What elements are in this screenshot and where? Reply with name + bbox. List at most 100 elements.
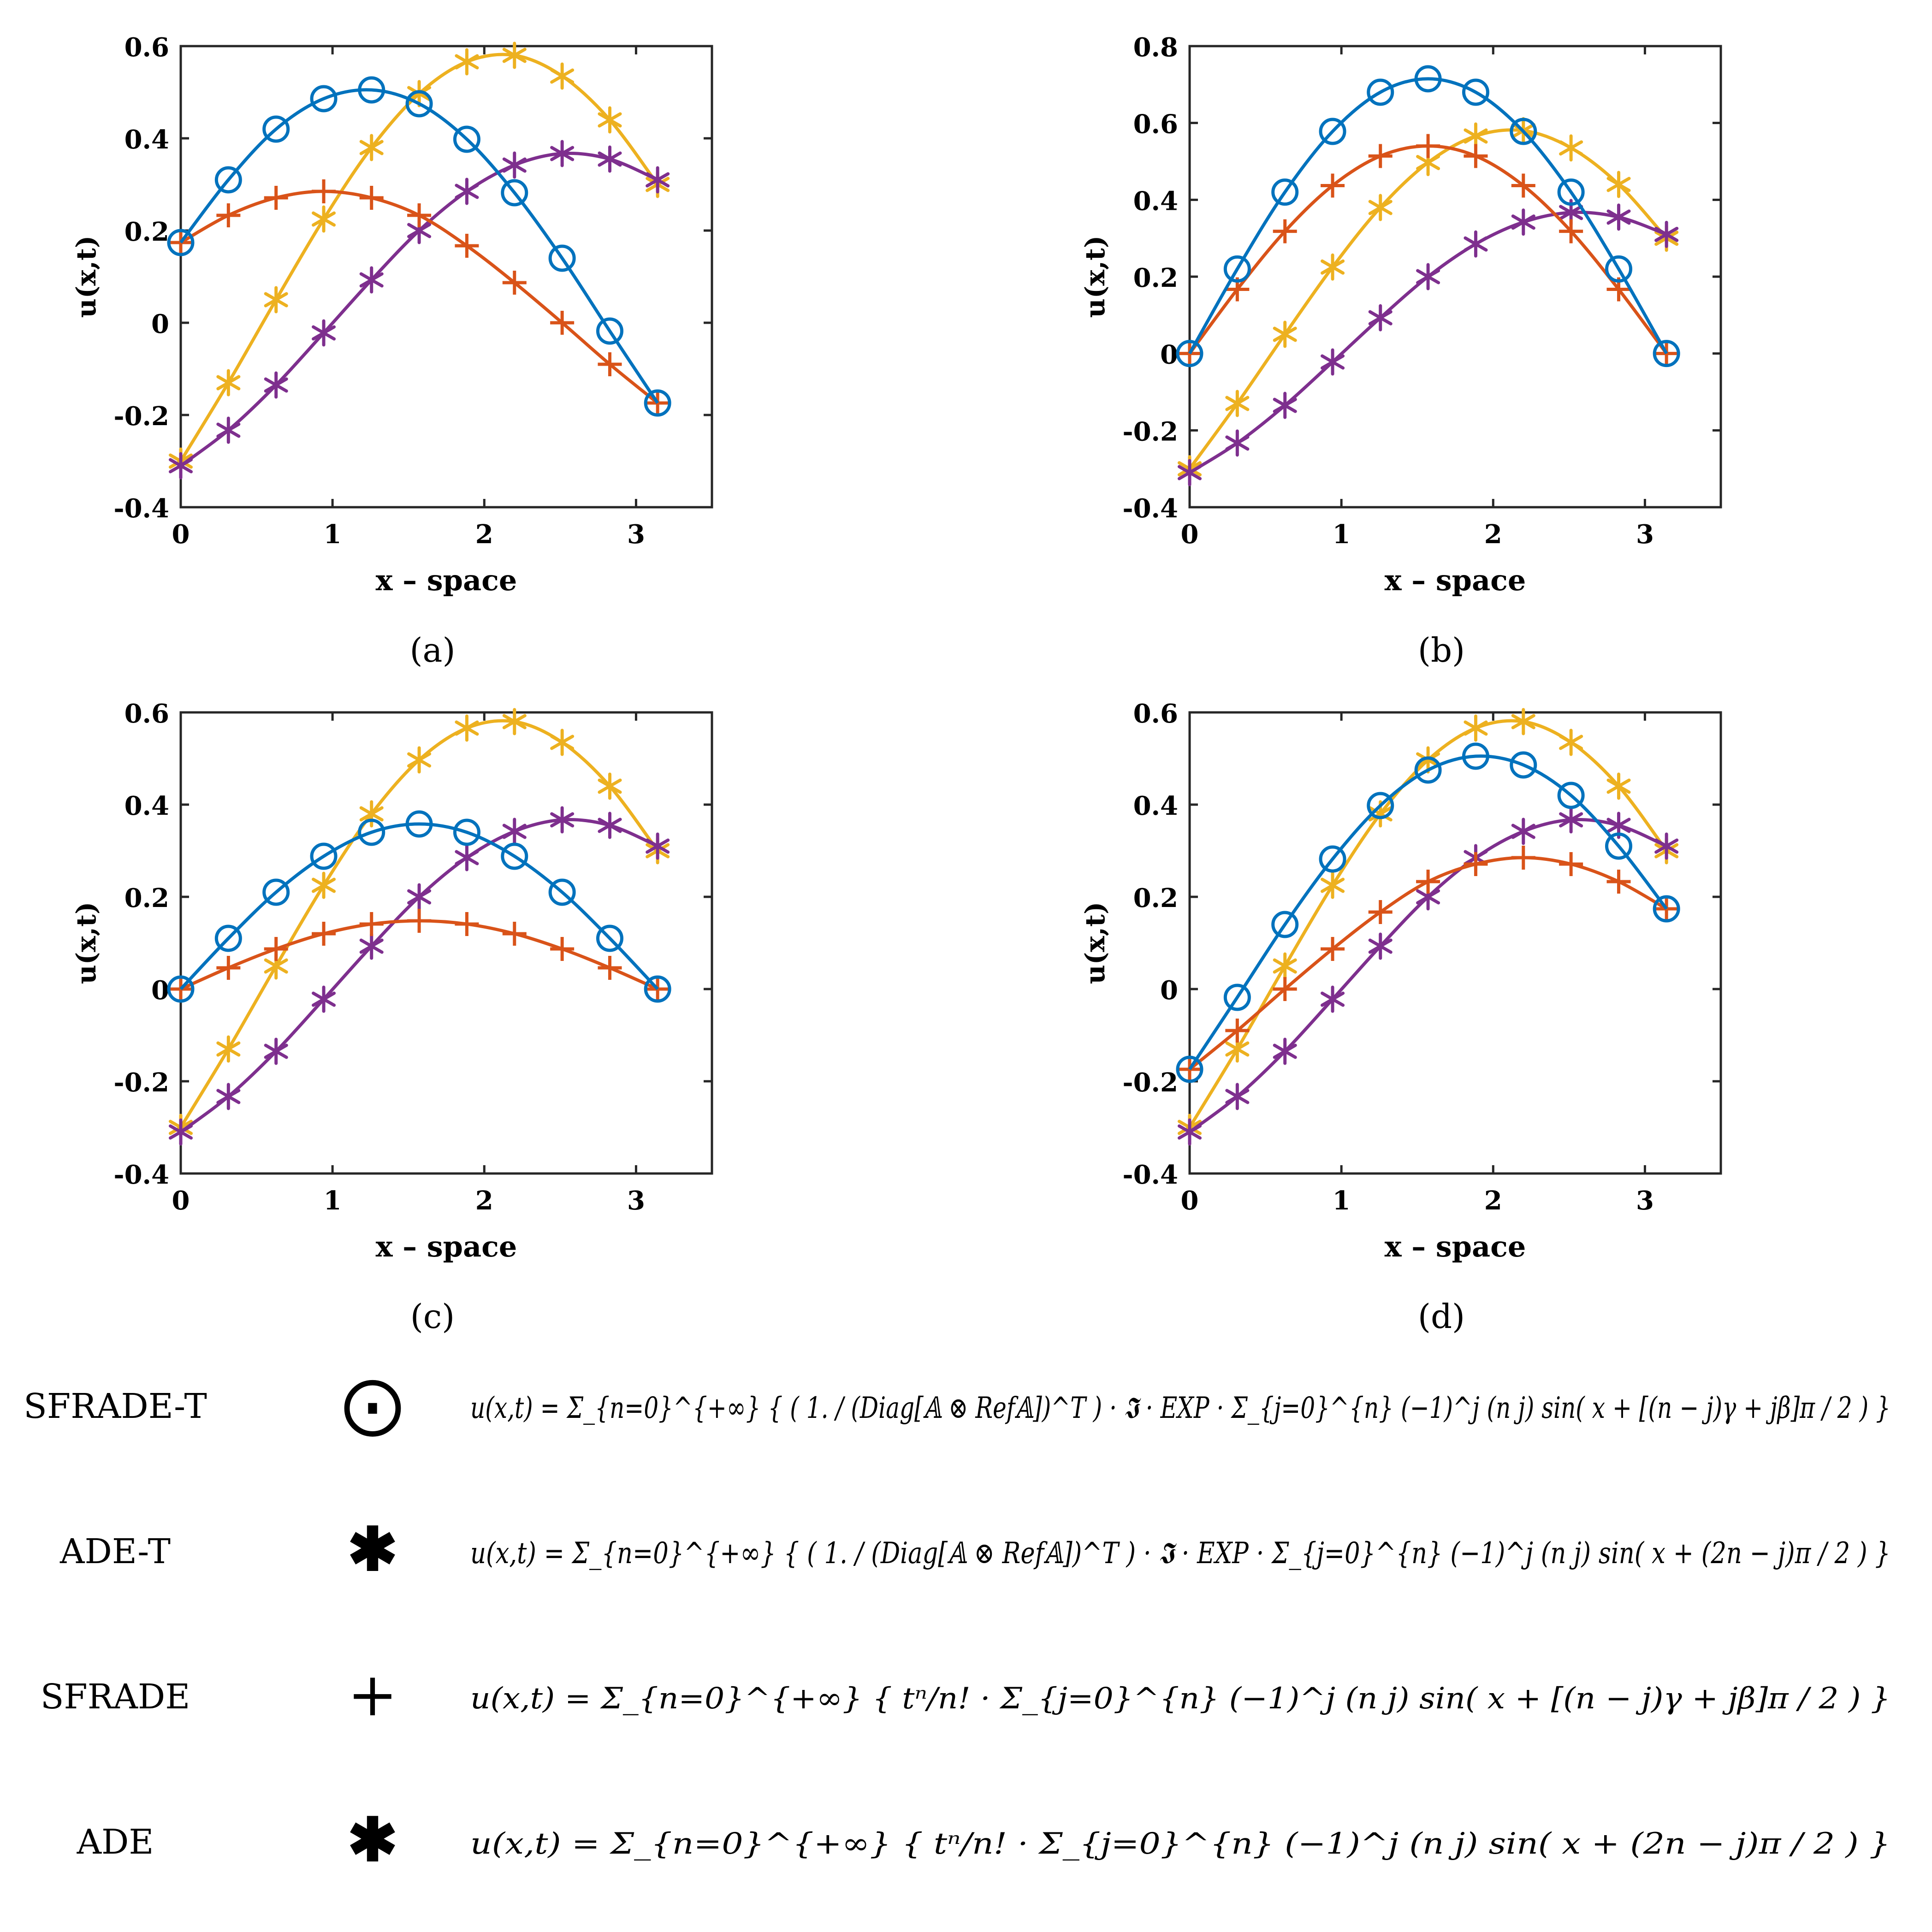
series-line <box>179 719 659 1128</box>
series-sfrade-t <box>1176 742 1680 1083</box>
data-point <box>358 818 385 846</box>
data-point <box>550 937 575 961</box>
data-point <box>1321 871 1345 899</box>
y-tick-label: 0.2 <box>124 217 169 247</box>
data-point <box>216 416 241 444</box>
data-point <box>168 452 193 480</box>
data-point <box>312 922 336 946</box>
legend-method-name: SFRADE-T <box>24 1387 207 1426</box>
y-tick-label: 0 <box>1160 340 1178 370</box>
y-tick-label: 0.2 <box>124 883 169 913</box>
x-tick-label: 3 <box>1636 1185 1654 1216</box>
data-point <box>502 271 527 295</box>
series-sfrade <box>1178 846 1679 1081</box>
x-tick-label: 2 <box>475 1185 493 1216</box>
data-point <box>1273 391 1297 419</box>
data-point <box>646 391 670 415</box>
data-point <box>167 229 195 256</box>
data-point <box>216 369 241 397</box>
data-point <box>359 266 384 294</box>
data-point <box>598 772 622 800</box>
data-point <box>1368 304 1393 332</box>
data-point <box>1653 340 1680 367</box>
data-point <box>548 878 576 906</box>
data-point <box>501 842 528 870</box>
data-point <box>1653 895 1680 923</box>
data-point <box>405 90 433 118</box>
series-line <box>179 151 658 467</box>
legend: SFRADE-T ⨀ u(x,t) = Σ_{n=0}^{+∞} { ( 1. / … <box>24 1369 1891 1875</box>
data-point <box>1225 429 1250 457</box>
y-tick-label: 0.6 <box>124 32 169 63</box>
data-point <box>1606 772 1631 800</box>
data-point <box>216 203 241 227</box>
legend-marker-symbol: + <box>348 1659 398 1730</box>
x-tick-label: 1 <box>324 1185 342 1216</box>
data-point <box>1273 977 1297 1001</box>
data-point <box>1273 219 1297 243</box>
data-point <box>1510 118 1537 145</box>
data-point <box>1462 742 1489 770</box>
y-axis-label: u(x,t) <box>1079 902 1111 984</box>
data-point <box>407 203 432 227</box>
data-point <box>1605 255 1632 283</box>
y-tick-label: 0.6 <box>124 699 169 729</box>
y-tick-label: 0.4 <box>124 124 169 155</box>
data-point <box>1559 219 1583 243</box>
data-point <box>1414 756 1442 784</box>
data-point <box>216 956 241 980</box>
data-point <box>216 1035 241 1063</box>
legend-formula: u(x,t) = Σ_{n=0}^{+∞} { ( 1. / (Diag[𝔸 ⊗… <box>470 1391 1891 1425</box>
data-point <box>502 708 527 735</box>
series-ade <box>1177 199 1679 486</box>
y-tick-label: -0.4 <box>113 1160 169 1190</box>
data-point <box>1559 852 1583 876</box>
data-point <box>453 818 480 846</box>
panel-label: (d) <box>1418 1297 1465 1336</box>
data-point <box>1511 208 1535 236</box>
chart-panel-1: -0.4 -0.2 0 0.2 0.4 0.6 0 1 2 3 x – space u(x,t) (a) <box>71 32 713 670</box>
data-point <box>550 62 575 90</box>
series-line <box>179 53 659 462</box>
data-point <box>598 106 622 134</box>
data-point <box>1654 897 1679 921</box>
legend-method-name: ADE <box>77 1822 154 1862</box>
data-point <box>310 85 338 113</box>
series-line <box>1188 754 1668 1070</box>
panel-label: (c) <box>410 1297 455 1336</box>
data-point <box>1319 118 1346 145</box>
data-point <box>262 878 290 906</box>
data-point <box>598 956 622 980</box>
data-point <box>1321 173 1345 198</box>
x-axis-label: x – space <box>1385 1230 1526 1263</box>
data-point <box>502 41 527 69</box>
legend-formula: u(x,t) = Σ_{n=0}^{+∞} { tⁿ/n! · Σ_{j=0}^… <box>470 1827 1891 1861</box>
x-tick-label: 0 <box>1181 1185 1199 1216</box>
data-point <box>167 975 195 1003</box>
data-point <box>550 311 575 335</box>
panel-label: (b) <box>1418 631 1465 670</box>
y-tick-label: -0.2 <box>1122 1067 1178 1098</box>
data-point <box>407 746 432 774</box>
data-point <box>358 76 385 104</box>
y-tick-label: -0.4 <box>113 493 169 524</box>
charts-layer: -0.4 -0.2 0 0.2 0.4 0.6 0 1 2 3 x – space u(x,t) (a)… <box>71 32 1722 1336</box>
data-point <box>1464 852 1488 876</box>
data-point <box>1511 708 1535 735</box>
data-point <box>1654 832 1679 860</box>
data-point <box>455 48 479 76</box>
data-point <box>216 1083 241 1110</box>
data-point <box>405 810 433 838</box>
y-tick-label: 0 <box>1160 975 1178 1006</box>
data-point <box>264 1037 288 1065</box>
data-point <box>1367 78 1394 106</box>
x-tick-label: 1 <box>324 519 342 550</box>
data-point <box>1654 220 1679 248</box>
data-point <box>1557 178 1585 206</box>
data-point <box>1321 253 1345 281</box>
data-point <box>1511 818 1535 845</box>
y-tick-label: -0.2 <box>113 401 169 432</box>
series-line <box>179 822 659 990</box>
x-tick-label: 2 <box>475 519 493 550</box>
x-tick-label: 3 <box>627 1185 645 1216</box>
